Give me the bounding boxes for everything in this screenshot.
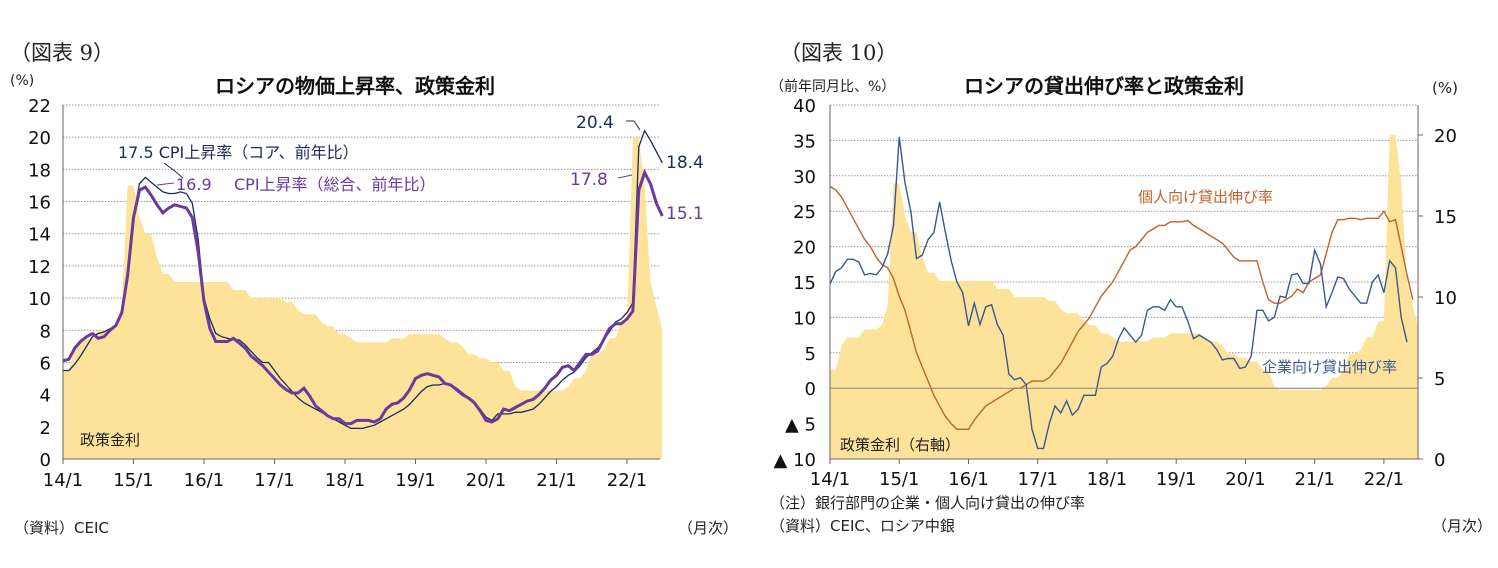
right-y-tick-label: 5	[1434, 369, 1445, 390]
headline-peak-leader-line	[156, 182, 175, 186]
x-tick-label: 21/1	[1294, 469, 1334, 490]
core-peak-2015-label: 17.5 CPI上昇率（コア、前年比）	[118, 143, 359, 162]
headline-last-value: 15.1	[666, 204, 704, 224]
right-y-tick-label: 15	[1434, 207, 1457, 228]
figure-label-10: （図表 10）	[780, 41, 897, 65]
left-y-tick-label: 10	[793, 308, 816, 329]
y-tick-label: 2	[40, 418, 51, 439]
corporate-loan-label: 企業向け貸出伸び率	[1262, 358, 1397, 376]
source-note: （資料）CEIC	[14, 519, 109, 537]
x-tick-label: 15/1	[879, 469, 919, 490]
x-tick-label: 16/1	[948, 469, 988, 490]
x-tick-label: 22/1	[607, 470, 647, 491]
y-tick-label: 12	[28, 257, 51, 278]
policy-rate-area	[830, 135, 1419, 459]
left-y-tick-label: ▲ 5	[785, 415, 816, 436]
chart-note: （注）銀行部門の企業・個人向け貸出の伸び率	[770, 494, 1085, 512]
x-tick-label: 18/1	[325, 470, 365, 491]
headline-2022-leader-line	[617, 174, 633, 179]
chart-loan-growth-policy-rate: （図表 10） （前年同月比、%） ロシアの貸出伸び率と政策金利 (%) ▲ 1…	[770, 41, 1492, 535]
x-tick-label: 17/1	[1018, 469, 1058, 490]
right-y-tick-label: 10	[1434, 288, 1457, 309]
y-tick-label: 14	[28, 225, 51, 246]
left-y-tick-label: 20	[793, 238, 816, 259]
policy-rate-area	[63, 137, 663, 459]
x-axis-unit-label: （月次）	[678, 519, 738, 537]
y-tick-label: 4	[40, 386, 51, 407]
headline-peak-2022-value: 17.8	[570, 170, 608, 190]
x-axis-unit-label: （月次）	[1432, 517, 1492, 535]
core-peak-2022-value: 20.4	[576, 113, 614, 133]
y-axis-unit-label: (%)	[10, 73, 34, 89]
core-cpi-line	[63, 129, 663, 430]
policy-rate-area-label: 政策金利（右軸）	[840, 436, 960, 454]
core-last-value: 18.4	[666, 153, 704, 173]
y-tick-label: 0	[40, 450, 51, 471]
y-tick-label: 6	[40, 353, 51, 374]
core-peak-leader-line	[163, 162, 184, 179]
core-2022-leader-line	[626, 120, 641, 131]
left-y-tick-label: 40	[793, 96, 816, 117]
right-y-tick-label: 0	[1434, 450, 1445, 471]
y-tick-label: 22	[28, 96, 51, 117]
left-y-tick-label: ▲ 10	[774, 450, 816, 471]
left-y-tick-label: 35	[793, 131, 816, 152]
x-tick-label: 21/1	[536, 470, 576, 491]
left-y-tick-label: 30	[793, 167, 816, 188]
chart-cpi-policy-rate: （図表 9） (%) ロシアの物価上昇率、政策金利 0 2 4 6 8 10 12 14 16 1…	[10, 41, 738, 537]
x-tick-label: 18/1	[1087, 469, 1127, 490]
chart-title: ロシアの貸出伸び率と政策金利	[964, 74, 1244, 98]
headline-legend-label: CPI上昇率（総合、前年比）	[234, 175, 436, 194]
left-y-tick-label: 15	[793, 273, 816, 294]
x-tick-label: 19/1	[395, 470, 435, 491]
y-tick-label: 8	[40, 321, 51, 342]
left-axis-unit-label: （前年同月比、%）	[770, 78, 895, 95]
y-tick-label: 20	[28, 128, 51, 149]
x-tick-label: 14/1	[43, 470, 83, 491]
x-tick-label: 22/1	[1364, 469, 1404, 490]
x-tick-label: 16/1	[184, 470, 224, 491]
left-y-tick-label: 0	[805, 379, 816, 400]
policy-rate-area-label: 政策金利	[80, 431, 140, 449]
figure-label-9: （図表 9）	[10, 41, 114, 65]
source-note: （資料）CEIC、ロシア中銀	[770, 517, 955, 535]
x-tick-label: 19/1	[1156, 469, 1196, 490]
right-axis-unit-label: (%)	[1432, 79, 1458, 97]
corporate-loan-growth-line	[829, 136, 1408, 450]
x-tick-label: 14/1	[810, 469, 850, 490]
chart-title: ロシアの物価上昇率、政策金利	[215, 74, 495, 98]
x-tick-label: 20/1	[466, 470, 506, 491]
x-tick-label: 17/1	[254, 470, 294, 491]
left-y-tick-label: 5	[805, 344, 816, 365]
y-tick-label: 16	[28, 193, 51, 214]
y-tick-label: 18	[28, 160, 51, 181]
headline-peak-2015-value: 16.9	[176, 175, 212, 194]
x-tick-label: 15/1	[113, 470, 153, 491]
headline-cpi-line	[62, 168, 664, 426]
right-y-tick-label: 20	[1434, 126, 1457, 147]
personal-loan-label: 個人向け貸出伸び率	[1138, 188, 1273, 206]
left-y-tick-label: 25	[793, 202, 816, 223]
personal-loan-growth-line	[829, 185, 1414, 430]
x-tick-label: 20/1	[1225, 469, 1265, 490]
y-tick-label: 10	[28, 289, 51, 310]
